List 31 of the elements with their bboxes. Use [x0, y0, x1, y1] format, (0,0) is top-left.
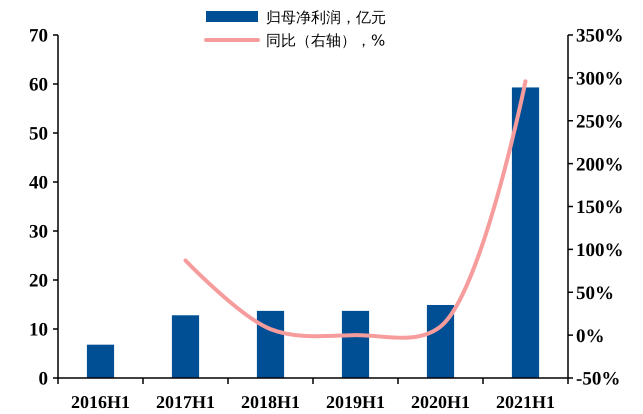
y2-tick-label: 100%	[576, 240, 624, 262]
bar	[342, 310, 370, 378]
x-tick-label: 2020H1	[410, 392, 470, 412]
y2-tick-label: 300%	[576, 68, 624, 90]
y-tick-label: 0	[38, 368, 48, 390]
legend-label: 归母净利润，亿元	[266, 8, 386, 26]
x-tick-label: 2017H1	[156, 392, 216, 412]
y-tick-label: 70	[29, 26, 48, 47]
y2-tick-label: 150%	[576, 197, 624, 218]
y-tick-label: 20	[29, 270, 48, 292]
y2-tick-label: 0%	[576, 326, 604, 347]
y2-tick-label: 250%	[576, 111, 624, 132]
y2-tick-label: 350%	[576, 26, 624, 47]
y-tick-label: 40	[29, 172, 48, 194]
bar	[426, 304, 454, 378]
y2-tick-label: 200%	[576, 154, 624, 176]
x-tick-label: 2021H1	[496, 392, 556, 412]
x-tick-label: 2018H1	[240, 392, 300, 412]
bar	[86, 344, 114, 378]
y-tick-label: 30	[29, 222, 48, 243]
bar	[512, 87, 540, 378]
bar	[172, 315, 200, 378]
x-tick-label: 2019H1	[326, 392, 386, 412]
y2-tick-label: 50%	[576, 282, 614, 304]
x-tick-label: 2016H1	[70, 392, 130, 412]
bar	[256, 310, 284, 378]
y-tick-label: 50	[29, 124, 48, 145]
y-tick-label: 10	[29, 320, 48, 341]
legend-label: 同比（右轴），%	[266, 31, 386, 50]
y2-tick-label: -50%	[576, 368, 620, 390]
y-tick-label: 60	[29, 74, 48, 96]
